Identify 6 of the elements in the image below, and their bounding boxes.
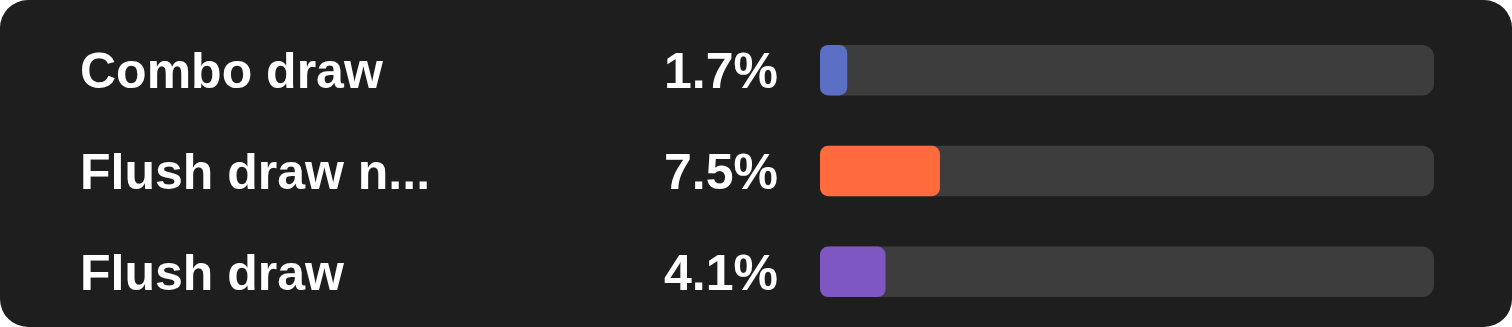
data-label: 7.5% <box>664 144 778 200</box>
data-label: 1.7% <box>664 43 778 100</box>
y-tick-label: Flush draw n... <box>80 144 431 200</box>
data-label: 4.1% <box>664 244 778 301</box>
y-tick-label: Combo draw <box>80 43 383 100</box>
y-tick-label: Flush draw <box>80 244 345 301</box>
